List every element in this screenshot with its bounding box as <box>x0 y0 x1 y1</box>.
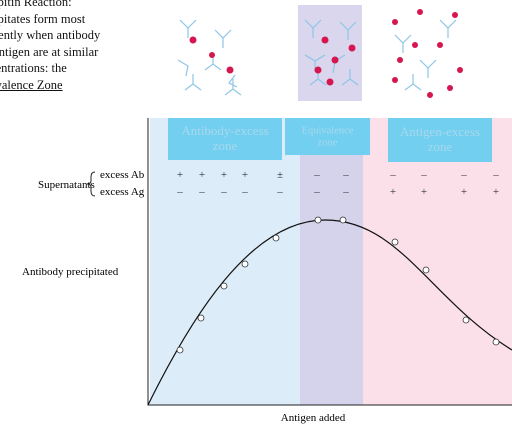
sign: – <box>342 169 349 181</box>
antibody-excess-region <box>150 118 300 405</box>
sign: + <box>221 169 227 181</box>
sign: ± <box>277 169 283 181</box>
page: Precipitin Reaction: Precipitates form m… <box>0 0 512 426</box>
sign: + <box>390 186 396 198</box>
sign: – <box>460 169 467 181</box>
row-label: excess Ag <box>100 186 145 198</box>
sign: – <box>276 186 283 198</box>
sign: + <box>421 186 427 198</box>
sign: – <box>220 186 227 198</box>
sign: – <box>176 186 183 198</box>
row-label: excess Ab <box>100 169 145 181</box>
illustrations <box>178 5 463 101</box>
sign: + <box>242 169 248 181</box>
sign: + <box>493 186 499 198</box>
x-axis-label: Antigen added <box>281 412 346 424</box>
sign: + <box>177 169 183 181</box>
sign: + <box>461 186 467 198</box>
diagram: Antibody-excesszoneEquivalencezoneAntige… <box>0 0 512 426</box>
sign: + <box>199 169 205 181</box>
y-axis-label: Antibody precipitated <box>22 266 119 278</box>
sign: – <box>241 186 248 198</box>
supernatants-label: Supernatants <box>38 179 95 191</box>
sign: – <box>198 186 205 198</box>
sign: – <box>342 186 349 198</box>
equivalence-region <box>300 118 363 405</box>
sign: – <box>313 186 320 198</box>
sign: – <box>313 169 320 181</box>
sign: – <box>420 169 427 181</box>
sign: – <box>492 169 499 181</box>
sign: – <box>389 169 396 181</box>
